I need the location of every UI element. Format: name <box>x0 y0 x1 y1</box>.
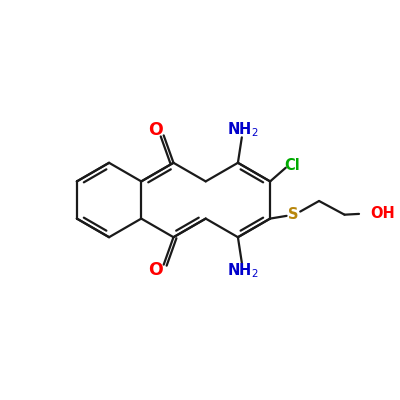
Text: NH$_2$: NH$_2$ <box>227 120 259 139</box>
Text: NH$_2$: NH$_2$ <box>227 261 259 280</box>
Text: S: S <box>288 207 299 222</box>
Text: O: O <box>148 262 162 280</box>
Text: O: O <box>148 120 162 138</box>
Text: OH: OH <box>370 206 395 221</box>
Text: Cl: Cl <box>284 158 300 173</box>
